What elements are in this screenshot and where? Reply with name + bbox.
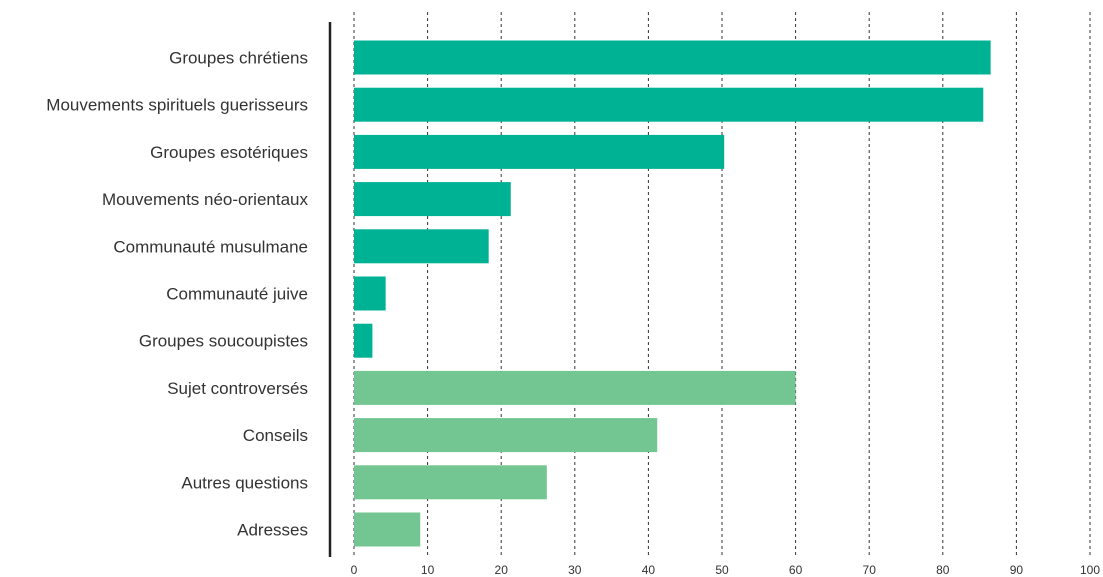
category-labels: Groupes chrétiens Mouvements spirituels g… [46, 49, 308, 540]
bar [354, 465, 547, 500]
bar [354, 40, 991, 75]
category-label: Groupes chrétiens [169, 49, 308, 68]
x-tick-label: 30 [568, 563, 582, 577]
bar [354, 370, 796, 405]
category-label: Sujet controversés [167, 379, 308, 398]
x-tick-label: 100 [1080, 563, 1100, 577]
x-tick-label: 50 [715, 563, 729, 577]
x-tick-label: 20 [495, 563, 509, 577]
bar [354, 87, 984, 122]
bar [354, 229, 489, 264]
category-label: Groupes soucoupistes [139, 332, 308, 351]
bar [354, 512, 421, 547]
bar [354, 276, 386, 311]
x-tick-label: 0 [351, 563, 358, 577]
x-tick-label: 60 [789, 563, 803, 577]
category-label: Mouvements spirituels guerisseurs [46, 96, 308, 115]
bar [354, 182, 511, 217]
category-label: Communauté musulmane [113, 237, 308, 256]
x-tick-label: 70 [863, 563, 877, 577]
bar [354, 134, 725, 169]
category-label: Communauté juive [166, 285, 308, 304]
bar [354, 418, 658, 453]
bar [354, 323, 373, 358]
x-tick-label: 40 [642, 563, 656, 577]
x-tick-label: 80 [936, 563, 950, 577]
x-tick-label: 90 [1010, 563, 1024, 577]
x-tick-label: 10 [421, 563, 435, 577]
category-label: Mouvements néo-orientaux [102, 190, 309, 209]
category-label: Autres questions [181, 473, 308, 492]
category-label: Conseils [243, 426, 308, 445]
bars-group [354, 40, 991, 547]
category-label: Adresses [237, 521, 308, 540]
x-tick-labels: 0 10 20 30 40 50 60 70 80 90 100 [351, 563, 1101, 577]
category-label: Groupes esotériques [150, 143, 308, 162]
